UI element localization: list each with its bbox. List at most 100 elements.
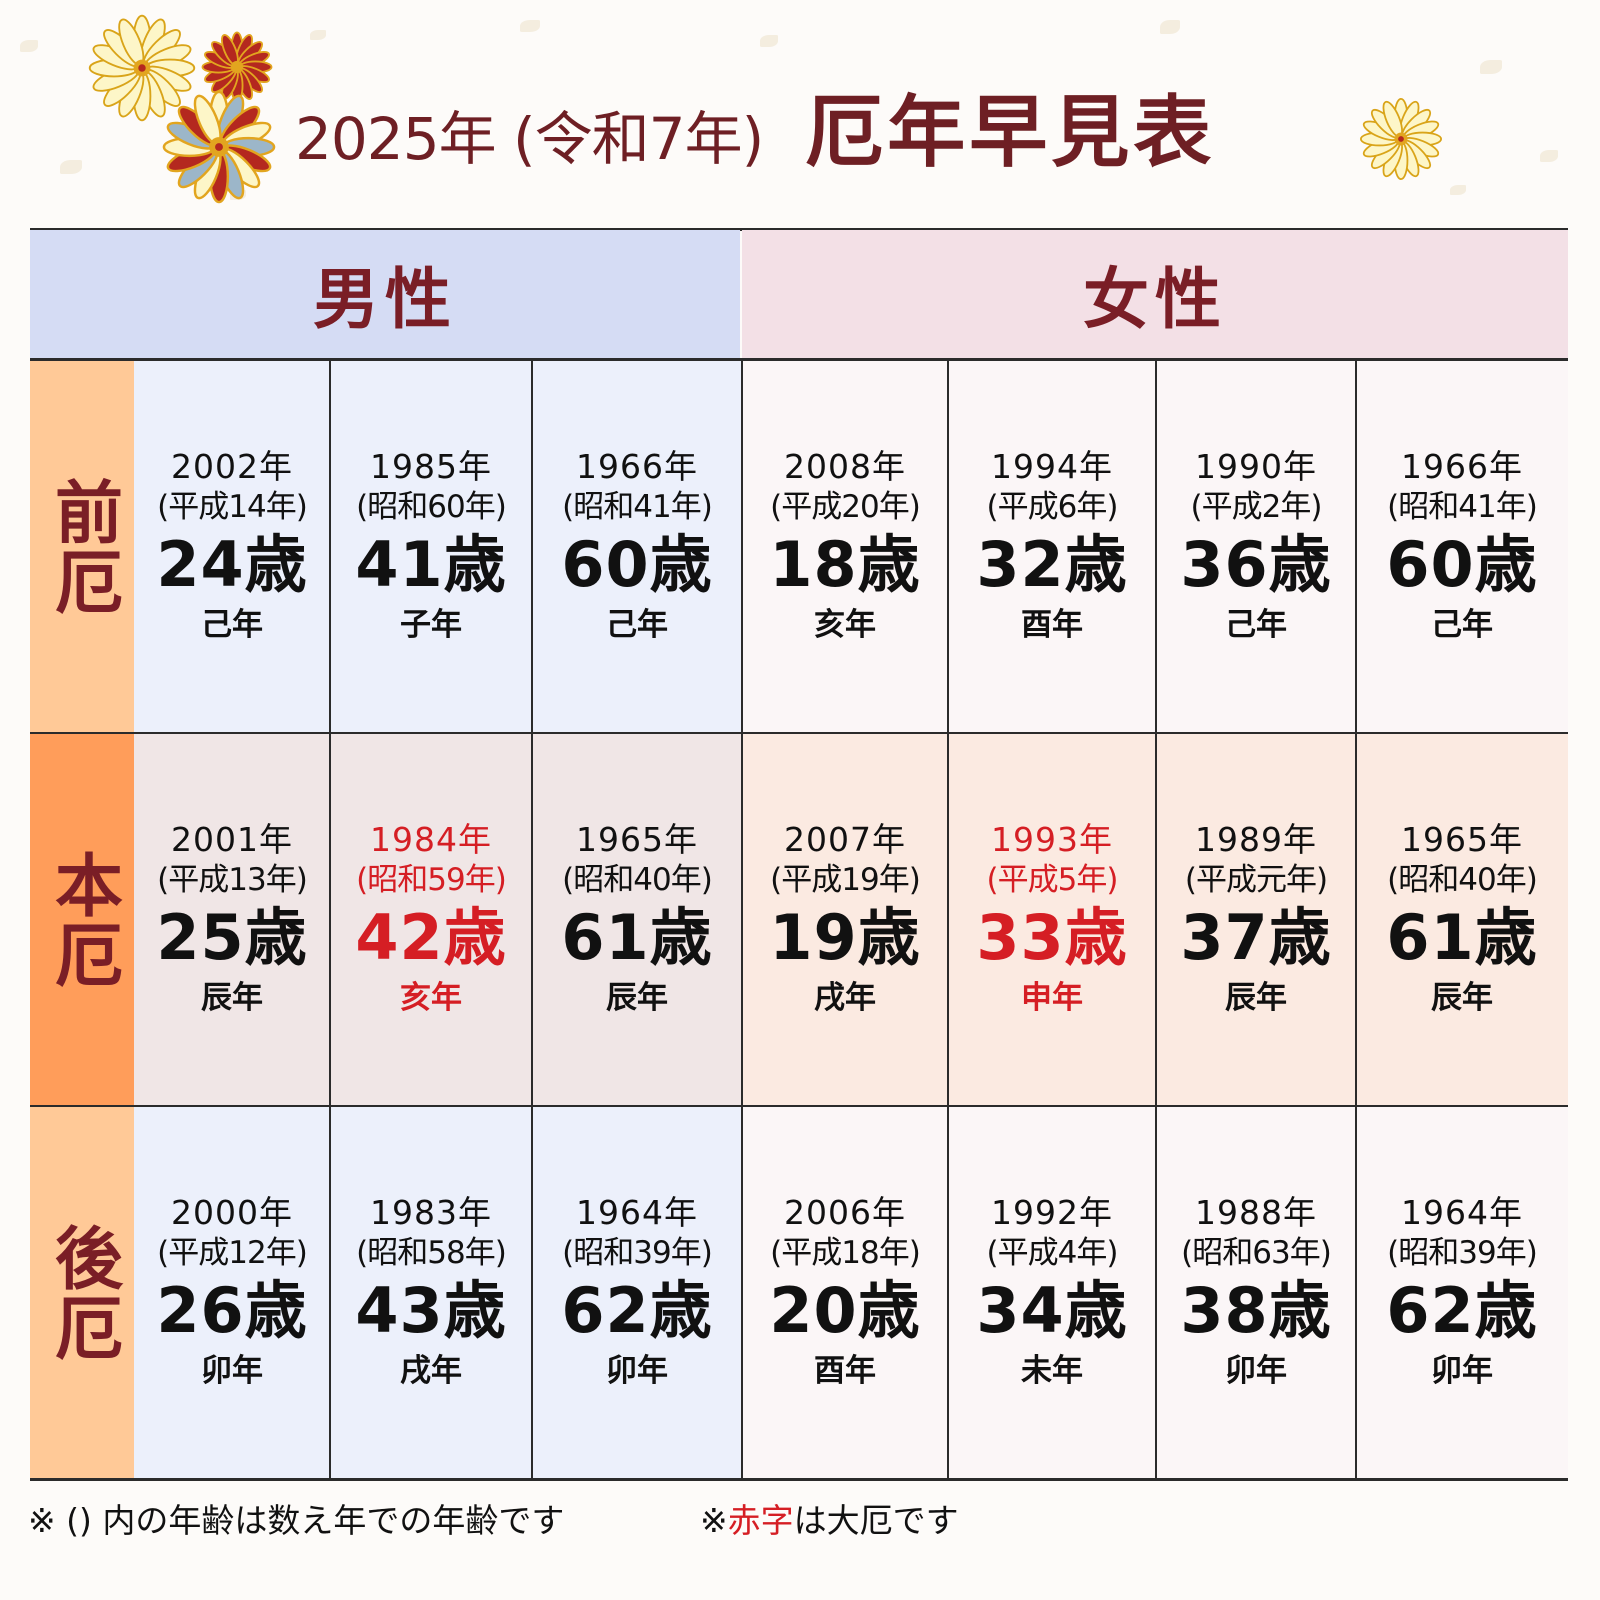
chrysanthemum-icon xyxy=(201,31,273,103)
zodiac-sign: 亥年 xyxy=(400,979,462,1016)
table-cell: 1965年 (昭和40年) 61歳辰年 xyxy=(532,734,742,1105)
era-year: (平成6年) xyxy=(986,488,1119,525)
table-cell: 1992年 (平成4年) 34歳 未年 xyxy=(948,1107,1156,1478)
birth-year: 1989年 xyxy=(1195,819,1317,859)
era-year: (昭和59年) xyxy=(356,861,507,898)
table-cell: 1984年 (昭和59年) 42歳亥年 xyxy=(330,734,532,1105)
age: 32歳 xyxy=(976,527,1128,601)
age: 60歳 xyxy=(1386,527,1538,601)
table-cell: 2001年 (平成13年) 25歳辰年 xyxy=(134,734,330,1105)
era-year: (平成20年) xyxy=(770,488,921,525)
table-cell: 1989年 (平成元年) 37歳 辰年 xyxy=(1156,734,1356,1105)
row-divider xyxy=(30,732,1568,734)
era-year: (平成2年) xyxy=(1190,488,1323,525)
birth-year: 2008年 xyxy=(784,446,906,486)
footnote-red-word: 赤字 xyxy=(727,1501,794,1540)
birth-year: 1965年 xyxy=(576,819,698,859)
era-year: (平成19年) xyxy=(770,861,921,898)
petal-decoration xyxy=(1480,60,1502,74)
birth-year: 1984年 xyxy=(370,819,492,859)
female-header: 女性 xyxy=(742,230,1568,358)
age: 19歳 xyxy=(769,900,921,974)
age: 20歳 xyxy=(769,1273,921,1347)
table-bottom-rule xyxy=(30,1478,1568,1481)
zodiac-sign: 辰年 xyxy=(1225,979,1287,1016)
row-label-honyaku: 本厄 xyxy=(30,734,134,1105)
table-cell: 2008年 (平成20年) 18歳 亥年 xyxy=(742,361,948,732)
header-rule xyxy=(30,358,1568,361)
era-year: (平成18年) xyxy=(770,1234,921,1271)
birth-year: 1966年 xyxy=(576,446,698,486)
zodiac-sign: 辰年 xyxy=(606,979,668,1016)
petal-decoration xyxy=(60,160,82,174)
zodiac-sign: 己年 xyxy=(1225,606,1287,643)
era-year: (昭和40年) xyxy=(1387,861,1538,898)
petal-decoration xyxy=(20,40,38,52)
chrysanthemum-icon xyxy=(88,14,196,122)
age: 34歳 xyxy=(976,1273,1128,1347)
age: 36歳 xyxy=(1180,527,1332,601)
age: 61歳 xyxy=(561,900,713,974)
zodiac-sign: 辰年 xyxy=(201,979,263,1016)
era-year: (昭和40年) xyxy=(562,861,713,898)
era-year: (平成13年) xyxy=(157,861,308,898)
zodiac-sign: 卯年 xyxy=(1431,1352,1493,1389)
table-cell: 2006年 (平成18年) 20歳 酉年 xyxy=(742,1107,948,1478)
birth-year: 1992年 xyxy=(991,1192,1113,1232)
age: 25歳 xyxy=(156,900,308,974)
chrysanthemum-icon xyxy=(1359,97,1443,181)
table-cell: 1988年 (昭和63年) 38歳 卯年 xyxy=(1156,1107,1356,1478)
era-year: (平成5年) xyxy=(986,861,1119,898)
age: 60歳 xyxy=(561,527,713,601)
column-divider xyxy=(741,358,743,1480)
zodiac-sign: 亥年 xyxy=(814,606,876,643)
column-divider xyxy=(947,358,949,1480)
table-top-rule xyxy=(30,228,1568,231)
birth-year: 1964年 xyxy=(1401,1192,1523,1232)
petal-decoration xyxy=(760,35,778,47)
age: 42歳 xyxy=(355,900,507,974)
age: 37歳 xyxy=(1180,900,1332,974)
zodiac-sign: 卯年 xyxy=(201,1352,263,1389)
age: 61歳 xyxy=(1386,900,1538,974)
footnote-red-note: ※赤字は大厄です xyxy=(700,1494,959,1542)
era-year: (平成14年) xyxy=(157,488,308,525)
male-header: 男性 xyxy=(30,230,740,358)
row-label-atoyaku: 後厄 xyxy=(30,1107,134,1478)
table-cell: 1994年 (平成6年) 32歳酉年 xyxy=(948,361,1156,732)
birth-year: 1966年 xyxy=(1401,446,1523,486)
footnote-suffix: は大厄です xyxy=(793,1501,959,1540)
birth-year: 1965年 xyxy=(1401,819,1523,859)
zodiac-sign: 戌年 xyxy=(400,1352,462,1389)
zodiac-sign: 酉年 xyxy=(1021,606,1083,643)
chrysanthemum-icon xyxy=(162,90,276,204)
petal-decoration xyxy=(1160,20,1180,34)
birth-year: 1983年 xyxy=(370,1192,492,1232)
table-cell: 1983年 (昭和58年) 43歳 戌年 xyxy=(330,1107,532,1478)
era-year: (昭和60年) xyxy=(356,488,507,525)
page-title: 2025年 (令和7年) 厄年早見表 xyxy=(295,70,1215,178)
footnote-counted-age: ※ () 内の年齢は数え年での年齢です xyxy=(28,1494,564,1542)
table-cell: 2000年 (平成12年) 26歳 卯年 xyxy=(134,1107,330,1478)
era-year: (昭和39年) xyxy=(562,1234,713,1271)
age: 33歳 xyxy=(976,900,1128,974)
footnote-prefix: ※ xyxy=(700,1501,728,1540)
row-divider xyxy=(30,1105,1568,1107)
zodiac-sign: 己年 xyxy=(606,606,668,643)
table-cell: 1990年 (平成2年) 36歳 己年 xyxy=(1156,361,1356,732)
column-divider xyxy=(1155,358,1157,1480)
zodiac-sign: 子年 xyxy=(400,606,462,643)
birth-year: 2001年 xyxy=(171,819,293,859)
zodiac-sign: 酉年 xyxy=(814,1352,876,1389)
row-label-zenyaku: 前厄 xyxy=(30,361,134,732)
birth-year: 1988年 xyxy=(1195,1192,1317,1232)
birth-year: 1994年 xyxy=(991,446,1113,486)
table-cell: 2007年 (平成19年) 19歳 戌年 xyxy=(742,734,948,1105)
age: 24歳 xyxy=(156,527,308,601)
age: 43歳 xyxy=(355,1273,507,1347)
table-cell: 2002年 (平成14年) 24歳 己年 xyxy=(134,361,330,732)
era-year: (昭和39年) xyxy=(1387,1234,1538,1271)
age: 62歳 xyxy=(561,1273,713,1347)
birth-year: 1993年 xyxy=(991,819,1113,859)
era-year: (平成12年) xyxy=(157,1234,308,1271)
